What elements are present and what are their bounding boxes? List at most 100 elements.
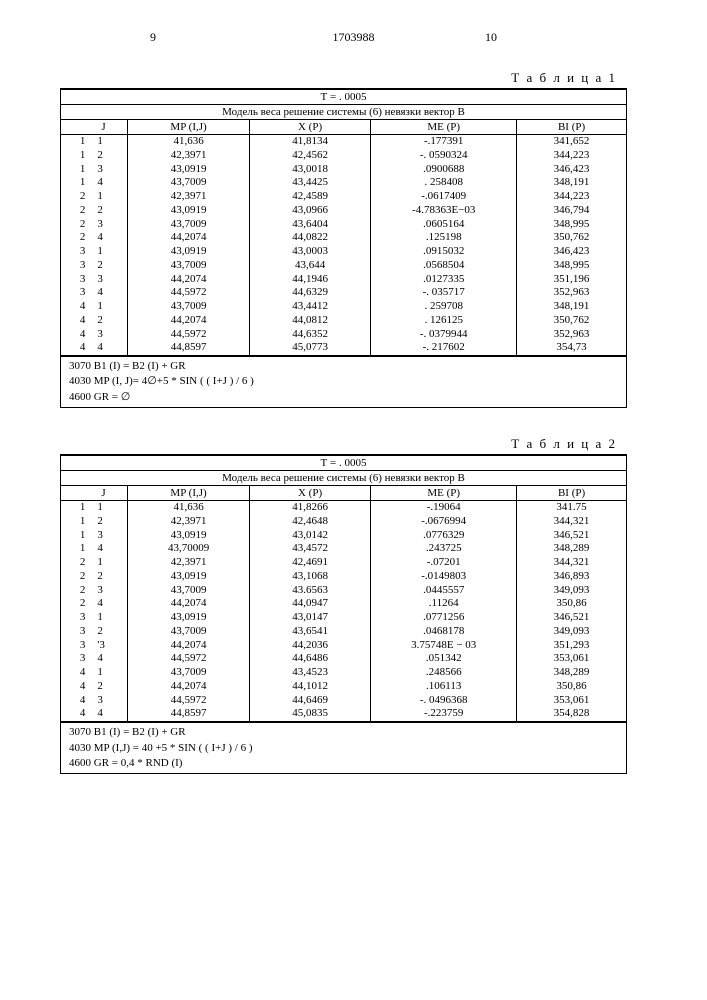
table-row: 3444,597244,6486.051342353,061	[61, 652, 626, 666]
cell: 1	[61, 135, 91, 149]
cell: .0127335	[371, 273, 517, 287]
cell: 43,0919	[128, 163, 250, 177]
cell: 2	[61, 231, 91, 245]
cell: 350,86	[517, 680, 626, 694]
cell: 350,762	[517, 231, 626, 245]
cell: 1	[61, 529, 91, 543]
cell: 42,4691	[249, 556, 371, 570]
cell: 44,2036	[249, 639, 371, 653]
footer-line: 4600 GR = 0,4 * RND (I)	[69, 756, 618, 771]
cell: 2	[91, 570, 127, 584]
table-row: 1343,091943,0142.0776329346,521	[61, 529, 626, 543]
table-row: 4344,597244,6352-. 0379944352,963	[61, 328, 626, 342]
cell: . 259708	[371, 300, 517, 314]
footer-line: 4030 MP (I, J)= 4∅+5 * SIN ( ( I+J ) / 6…	[69, 374, 618, 389]
cell: 42,3971	[128, 515, 250, 529]
cell: 41,8134	[249, 135, 371, 149]
cell: 1	[61, 515, 91, 529]
table-row: 1141,63641,8134-.177391341,652	[61, 135, 626, 149]
cell: 43,7009	[128, 176, 250, 190]
page-num-left: 9	[150, 30, 156, 45]
table-row: 3'344,207444,20363.75748E − 03351,293	[61, 639, 626, 653]
cell: 351,293	[517, 639, 626, 653]
cell: '3	[91, 639, 127, 653]
cell: 4	[61, 300, 91, 314]
cell: 2	[91, 515, 127, 529]
cell: 4	[91, 542, 127, 556]
cell: 43,0919	[128, 245, 250, 259]
cell: 3	[61, 611, 91, 625]
table-row: 3444,597244,6329-. 035717352,963	[61, 286, 626, 300]
cell: 43,7009	[128, 300, 250, 314]
doc-number: 1703988	[333, 30, 375, 45]
col-mp: MP (I,J)	[128, 120, 250, 135]
cell: -.0617409	[371, 190, 517, 204]
cell: 349,093	[517, 625, 626, 639]
cell: 1	[91, 245, 127, 259]
table-row: 2243,091943,0966-4.78363E−03346,794	[61, 204, 626, 218]
cell: 354,73	[517, 341, 626, 355]
cell: 43,0919	[128, 529, 250, 543]
page-num-right: 10	[485, 30, 497, 45]
table-row: 3143,091943,0147.0771256346,521	[61, 611, 626, 625]
cell: 43,7009	[128, 259, 250, 273]
cell: 41,636	[128, 135, 250, 149]
cell: 1	[61, 542, 91, 556]
cell: 353,061	[517, 652, 626, 666]
cell: 352,963	[517, 328, 626, 342]
col-j: J	[91, 120, 127, 135]
cell: 354,828	[517, 707, 626, 721]
table-row: 3344,207444,1946.0127335351,196	[61, 273, 626, 287]
cell: 351,196	[517, 273, 626, 287]
table-row: 2142,397142,4691-.07201344,321	[61, 556, 626, 570]
cell: 4	[61, 341, 91, 355]
cell: -.07201	[371, 556, 517, 570]
cell: -. 0590324	[371, 149, 517, 163]
cell: 43,70009	[128, 542, 250, 556]
col-j: J	[91, 486, 127, 501]
table-row: 1242,397142,4562-. 0590324344,223	[61, 149, 626, 163]
cell: 4	[61, 666, 91, 680]
col-me: ME (P)	[371, 120, 517, 135]
col-i	[61, 120, 91, 135]
cell: 43,7009	[128, 625, 250, 639]
cell: 44,2074	[128, 273, 250, 287]
cell: .125198	[371, 231, 517, 245]
cell: 4	[61, 694, 91, 708]
cell: 4	[61, 680, 91, 694]
cell: .248566	[371, 666, 517, 680]
cell: 42,3971	[128, 149, 250, 163]
cell: 42,4562	[249, 149, 371, 163]
cell: 346,794	[517, 204, 626, 218]
table-row: 1443,7000943,4572.243725348,289	[61, 542, 626, 556]
cell: 43,0003	[249, 245, 371, 259]
cell: 2	[91, 149, 127, 163]
cell: 1	[91, 501, 127, 515]
cell: 43,0142	[249, 529, 371, 543]
cell: 44,6329	[249, 286, 371, 300]
cell: -.223759	[371, 707, 517, 721]
cell: 43,0919	[128, 204, 250, 218]
cell: 44,6486	[249, 652, 371, 666]
cell: -. 0496368	[371, 694, 517, 708]
cell: 3	[91, 529, 127, 543]
table-row: 2444,207444,0947.11264350,86	[61, 597, 626, 611]
cell: 344,223	[517, 190, 626, 204]
cell: 1	[61, 176, 91, 190]
cell: 44,0812	[249, 314, 371, 328]
cell: .243725	[371, 542, 517, 556]
cell: 4	[91, 652, 127, 666]
cell: 43,1068	[249, 570, 371, 584]
cell: .0445557	[371, 584, 517, 598]
cell: 1	[91, 666, 127, 680]
cell: 346,423	[517, 163, 626, 177]
col-mp: MP (I,J)	[128, 486, 250, 501]
table-row: 4344,597244,6469-. 0496368353,061	[61, 694, 626, 708]
cell: 3	[61, 259, 91, 273]
cell: 44,8597	[128, 341, 250, 355]
cell: 4	[61, 314, 91, 328]
cell: -. 035717	[371, 286, 517, 300]
cell: -.0676994	[371, 515, 517, 529]
cell: 3	[61, 639, 91, 653]
cell: 352,963	[517, 286, 626, 300]
